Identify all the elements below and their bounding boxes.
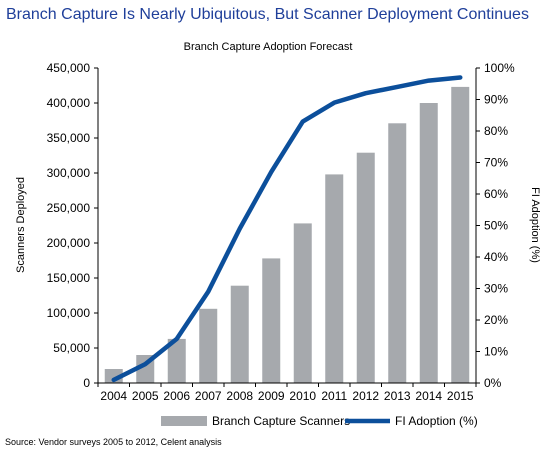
bar-2008	[230, 285, 249, 383]
axes: 0 50,000 100,000 150,000 200,000 250,000 300,0…	[47, 61, 515, 403]
bar-2009	[262, 258, 281, 383]
y-tick-label: 450,000	[47, 61, 91, 75]
y-tick-label: 50,000	[53, 341, 90, 355]
y2-tick-label: 20%	[484, 313, 508, 327]
bar-2014	[419, 103, 438, 383]
y-tick-label: 350,000	[47, 131, 91, 145]
bar-2011	[325, 174, 344, 383]
y-tick-label: 400,000	[47, 96, 91, 110]
x-tick-label: 2004	[100, 389, 127, 403]
y-axis-label: Scanners Deployed	[15, 177, 27, 273]
bar-2007	[199, 308, 218, 383]
y2-tick-label: 60%	[484, 187, 508, 201]
x-tick-label: 2008	[226, 389, 253, 403]
x-tick-label: 2012	[352, 389, 379, 403]
legend-line-label: FI Adoption (%)	[395, 414, 478, 428]
bar-2010	[293, 223, 312, 383]
y-tick-label: 0	[83, 376, 90, 390]
adoption-line	[111, 75, 463, 383]
bar-series	[104, 86, 470, 384]
chart-title: Branch Capture Adoption Forecast	[184, 41, 353, 53]
y2-tick-label: 80%	[484, 124, 508, 138]
legend-bar-label: Branch Capture Scanners	[212, 414, 350, 428]
y2-tick-label: 10%	[484, 345, 508, 359]
y2-tick-label: 50%	[484, 219, 508, 233]
x-tick-label: 2013	[384, 389, 411, 403]
y-tick-label: 250,000	[47, 201, 91, 215]
y-tick-label: 100,000	[47, 306, 91, 320]
x-tick-label: 2014	[415, 389, 442, 403]
y2-tick-label: 70%	[484, 156, 508, 170]
bar-2012	[356, 152, 375, 383]
y2-tick-label: 30%	[484, 282, 508, 296]
y-tick-label: 300,000	[47, 166, 91, 180]
line-series	[111, 75, 463, 383]
legend-bar-swatch	[161, 416, 207, 426]
bar-2006	[167, 338, 186, 383]
x-tick-label: 2006	[163, 389, 190, 403]
source-note: Source: Vendor surveys 2005 to 2012, Cel…	[5, 437, 222, 447]
x-tick-label: 2011	[321, 389, 347, 403]
y2-axis-label: FI Adoption (%)	[529, 187, 541, 263]
y2-tick-label: 0%	[484, 376, 502, 390]
chart-legend: Branch Capture Scanners FI Adoption (%)	[161, 414, 478, 428]
y-tick-label: 150,000	[47, 271, 91, 285]
bar-2015	[451, 86, 470, 384]
x-tick-label: 2010	[289, 389, 316, 403]
x-tick-label: 2009	[258, 389, 285, 403]
y2-tick-label: 100%	[484, 61, 515, 75]
bar-2013	[388, 123, 407, 384]
x-tick-label: 2005	[132, 389, 159, 403]
y-tick-label: 200,000	[47, 236, 91, 250]
x-tick-label: 2007	[195, 389, 222, 403]
y2-tick-label: 90%	[484, 93, 508, 107]
x-tick-label: 2015	[447, 389, 474, 403]
y2-tick-label: 40%	[484, 250, 508, 264]
page-headline: Branch Capture Is Nearly Ubiquitous, But…	[6, 6, 529, 23]
